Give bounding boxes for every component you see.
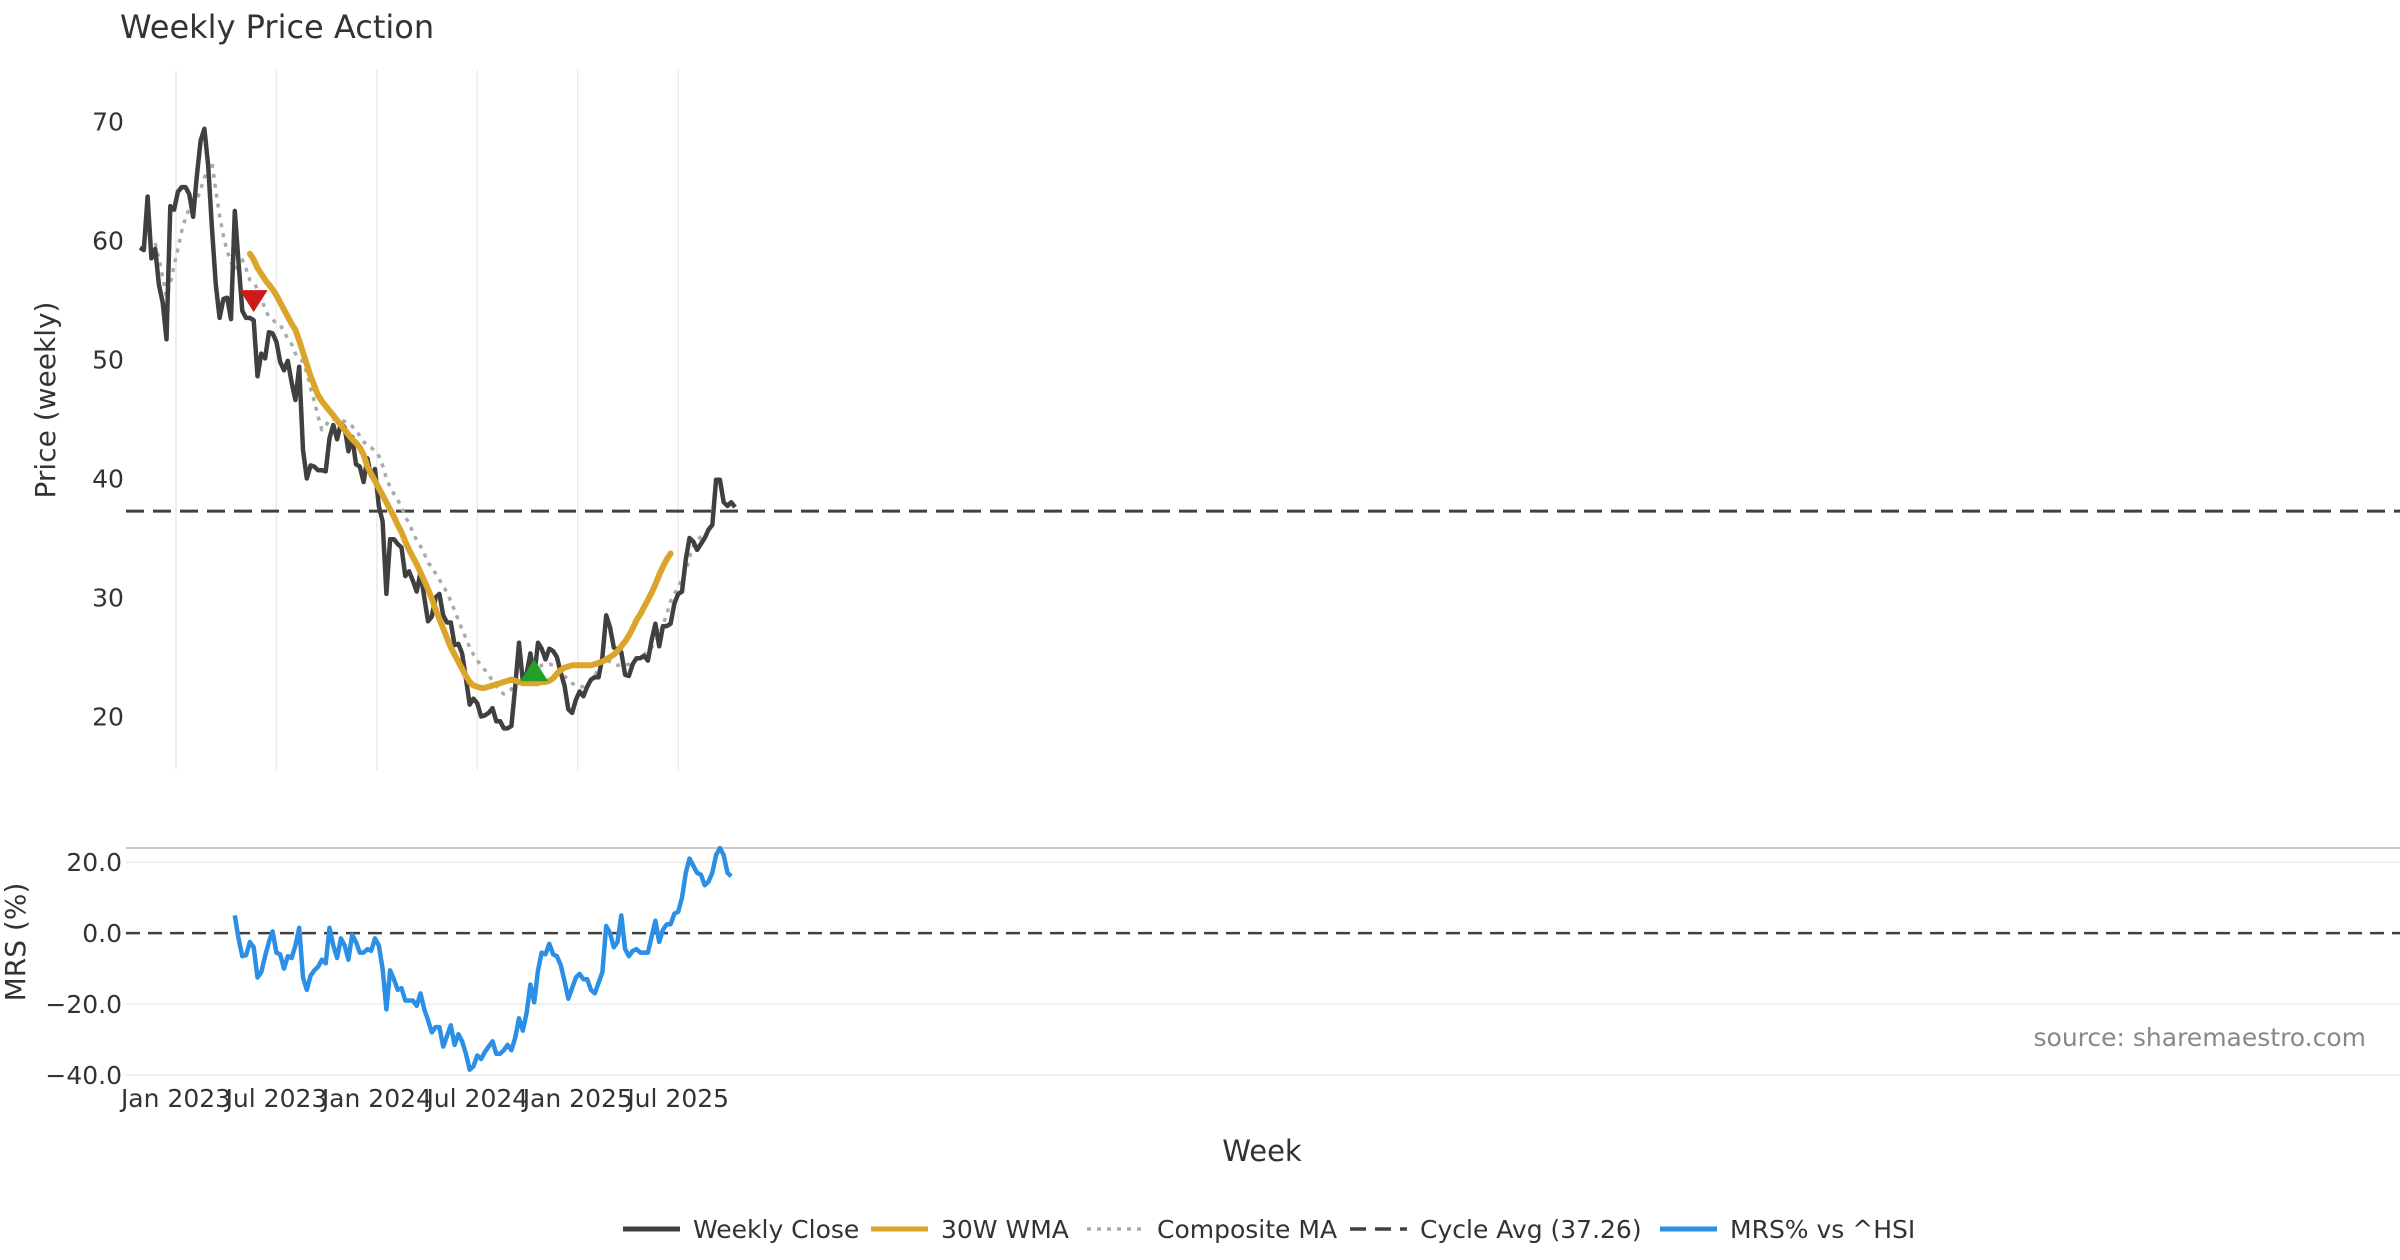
mrs-y-tick-label: 20.0 — [66, 848, 122, 877]
mrs-series — [126, 845, 2400, 1072]
x-tick-label: Jul 2025 — [625, 1084, 729, 1113]
x-tick-label: Jan 2024 — [320, 1084, 432, 1113]
legend-label: MRS% vs ^HSI — [1730, 1215, 1915, 1244]
signal-markers — [239, 290, 549, 682]
sell-signal-marker — [239, 290, 268, 313]
weekly-close-line — [138, 126, 737, 731]
price-y-axis-label: Price (weekly) — [29, 302, 62, 499]
mrs-grid — [126, 847, 2400, 1076]
price-y-tick-label: 60 — [92, 227, 124, 256]
legend: Weekly Close 30W WMA Composite MA Cycle Avg… — [623, 1215, 1915, 1244]
price-y-tick-label: 40 — [92, 465, 124, 494]
mrs-y-tick-label: −40.0 — [45, 1061, 122, 1090]
mrs-y-tick-label: −20.0 — [45, 990, 122, 1019]
30w-wma-line — [246, 250, 674, 691]
legend-label: Weekly Close — [693, 1215, 859, 1244]
x-axis-label: Week — [1222, 1134, 1302, 1168]
buy-signal-marker — [520, 659, 549, 682]
price-series — [126, 126, 2400, 731]
price-y-ticks: 20 30 40 50 60 70 — [92, 108, 124, 732]
mrs-y-ticks: 20.0 0.0 −20.0 −40.0 — [45, 848, 122, 1090]
price-y-tick-label: 70 — [92, 108, 124, 137]
price-y-tick-label: 50 — [92, 346, 124, 375]
legend-label: Cycle Avg (37.26) — [1420, 1215, 1642, 1244]
x-tick-label: Jul 2023 — [224, 1084, 328, 1113]
chart-title: Weekly Price Action — [120, 8, 434, 46]
price-y-tick-label: 20 — [92, 702, 124, 731]
x-tick-label: Jan 2025 — [521, 1084, 633, 1113]
mrs-y-tick-label: 0.0 — [82, 919, 122, 948]
mrs-line — [232, 845, 733, 1072]
x-tick-label: Jan 2023 — [119, 1084, 231, 1113]
mrs-y-axis-label: MRS (%) — [0, 883, 32, 1002]
source-note: source: sharemaestro.com — [2034, 1023, 2367, 1052]
x-tick-label: Jul 2024 — [424, 1084, 528, 1113]
legend-label: 30W WMA — [941, 1215, 1069, 1244]
composite-ma-line — [153, 160, 710, 696]
price-grid — [175, 70, 679, 770]
price-y-tick-label: 30 — [92, 584, 124, 613]
legend-label: Composite MA — [1157, 1215, 1337, 1244]
